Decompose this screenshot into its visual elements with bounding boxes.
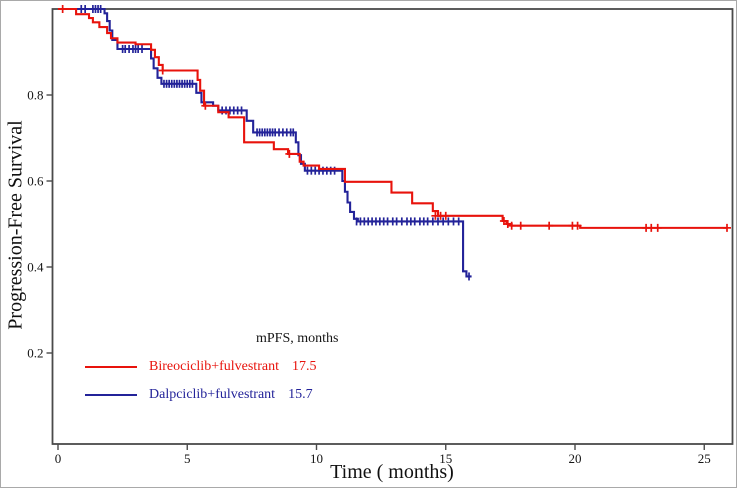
survival-curves <box>58 5 731 281</box>
plot-frame <box>51 8 734 445</box>
legend-label: Dalpciclib+fulvestrant <box>149 387 276 402</box>
legend-header: mPFS, months <box>256 331 339 346</box>
legend-item-bireociclib: Bireociclib+fulvestrant 17.5 <box>85 359 316 375</box>
y-tick-label: 0.8 <box>27 88 43 103</box>
x-tick-label: 10 <box>310 451 323 466</box>
y-tick-label: 0.6 <box>27 174 44 189</box>
legend-swatch-blue-line <box>85 394 137 396</box>
legend-swatch-red-line <box>85 366 137 368</box>
legend-item-dalpciclib: Dalpciclib+fulvestrant 15.7 <box>85 387 313 403</box>
x-tick-label: 15 <box>439 451 452 466</box>
x-tick-label: 0 <box>55 451 62 466</box>
legend-label: Bireociclib+fulvestrant <box>149 359 279 374</box>
x-axis-title: Time ( months) <box>330 461 454 483</box>
x-tick-label: 5 <box>184 451 191 466</box>
legend-median-value: 17.5 <box>291 359 317 374</box>
y-axis-title: Progression-Free Survival <box>4 120 27 330</box>
x-tick-label: 25 <box>698 451 711 466</box>
legend-median-value: 15.7 <box>288 387 313 402</box>
axis-ticks: 0 5 10 15 20 25 0.2 0.4 0.6 0.8 <box>27 88 711 467</box>
x-tick-label: 20 <box>569 451 582 466</box>
y-tick-label: 0.2 <box>27 346 43 361</box>
y-tick-label: 0.4 <box>27 260 44 275</box>
km-curve <box>58 7 727 229</box>
